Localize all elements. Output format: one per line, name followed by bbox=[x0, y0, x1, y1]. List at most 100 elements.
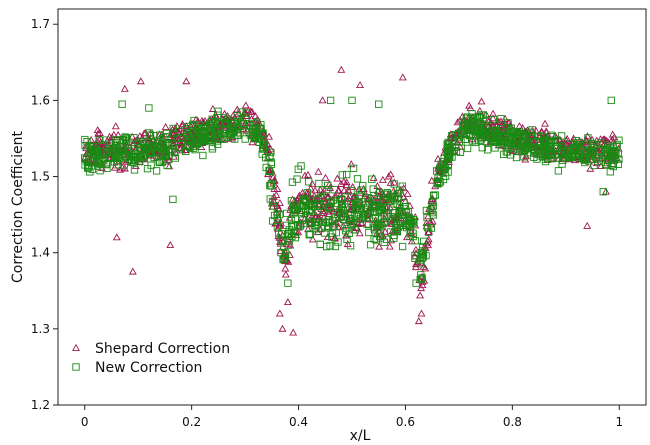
new-point bbox=[162, 151, 171, 159]
new-point bbox=[343, 224, 351, 233]
new-point bbox=[487, 136, 495, 145]
new-point bbox=[343, 170, 351, 179]
new-point bbox=[495, 140, 504, 148]
new-point bbox=[96, 167, 104, 175]
new-point bbox=[376, 234, 385, 242]
new-point bbox=[445, 152, 454, 160]
shepard-point bbox=[272, 219, 281, 226]
new-point bbox=[581, 148, 590, 157]
shepard-point bbox=[403, 189, 412, 197]
new-point bbox=[471, 138, 479, 147]
new-point bbox=[539, 153, 547, 161]
new-point bbox=[352, 206, 360, 214]
new-point bbox=[502, 148, 510, 156]
new-point bbox=[301, 197, 309, 206]
new-point bbox=[268, 197, 277, 206]
new-point bbox=[297, 221, 305, 229]
new-point bbox=[128, 158, 136, 167]
new-point bbox=[314, 218, 323, 226]
new-point bbox=[531, 149, 539, 157]
new-point bbox=[398, 182, 406, 190]
y-tick-label: 1.7 bbox=[31, 17, 50, 31]
shepard-point bbox=[387, 219, 396, 227]
shepard-point bbox=[161, 123, 170, 130]
new-point bbox=[269, 202, 278, 210]
new-point bbox=[497, 115, 505, 123]
shepard-point bbox=[465, 101, 474, 109]
new-point bbox=[222, 118, 230, 127]
shepard-point bbox=[422, 219, 431, 227]
new-point bbox=[590, 161, 598, 170]
new-point bbox=[316, 240, 324, 249]
new-point bbox=[262, 154, 270, 162]
new-point bbox=[431, 191, 439, 199]
new-point bbox=[541, 145, 550, 153]
new-point bbox=[325, 224, 333, 232]
shepard-point bbox=[300, 171, 309, 179]
new-point bbox=[615, 136, 623, 144]
new-point bbox=[375, 201, 383, 209]
shepard-point bbox=[342, 231, 351, 239]
new-point bbox=[259, 129, 267, 137]
new-point bbox=[341, 193, 349, 201]
new-point bbox=[524, 139, 533, 148]
new-point bbox=[370, 191, 378, 200]
new-point bbox=[615, 155, 623, 163]
y-axis-title: Correction Coefficient bbox=[10, 131, 26, 283]
new-point-outlier bbox=[169, 195, 177, 204]
new-point bbox=[332, 214, 340, 222]
shepard-point bbox=[234, 109, 243, 117]
new-point bbox=[289, 221, 297, 229]
new-point bbox=[508, 135, 517, 143]
new-point bbox=[268, 217, 277, 225]
new-point bbox=[441, 172, 450, 180]
new-point bbox=[242, 113, 250, 121]
new-point bbox=[554, 167, 563, 175]
new-point bbox=[97, 147, 106, 156]
new-point bbox=[206, 135, 214, 143]
shepard-point bbox=[356, 188, 365, 196]
shepard-point bbox=[385, 242, 394, 250]
new-point bbox=[432, 167, 441, 175]
new-point bbox=[382, 213, 391, 221]
x-tick-label: 0.2 bbox=[182, 415, 201, 429]
new-point bbox=[181, 126, 189, 135]
new-point bbox=[276, 210, 284, 219]
new-point bbox=[608, 161, 616, 169]
shepard-point-outlier bbox=[356, 81, 364, 89]
new-point bbox=[398, 242, 407, 251]
shepard-point bbox=[347, 160, 356, 168]
new-point bbox=[353, 175, 362, 183]
new-point bbox=[439, 158, 447, 166]
new-point bbox=[417, 260, 425, 268]
new-point bbox=[393, 226, 401, 234]
shepard-point bbox=[424, 228, 433, 236]
new-point bbox=[116, 136, 124, 145]
new-point bbox=[305, 206, 314, 215]
new-point bbox=[255, 138, 263, 146]
new-point bbox=[238, 119, 246, 127]
new-point bbox=[479, 111, 487, 119]
new-point bbox=[298, 216, 306, 224]
new-point bbox=[365, 228, 373, 237]
new-point bbox=[123, 144, 132, 152]
new-point bbox=[324, 181, 332, 190]
new-point bbox=[443, 140, 451, 148]
new-point bbox=[304, 178, 313, 186]
new-point bbox=[467, 117, 475, 125]
new-point bbox=[411, 254, 419, 262]
new-point bbox=[213, 129, 221, 137]
x-tick-label: 1 bbox=[615, 415, 623, 429]
shepard-point bbox=[281, 264, 290, 272]
new-point bbox=[409, 219, 417, 228]
new-point-outlier bbox=[284, 279, 292, 287]
new-point bbox=[285, 225, 293, 234]
series-layer bbox=[80, 65, 623, 336]
new-point bbox=[380, 204, 388, 212]
new-point bbox=[135, 157, 144, 166]
new-point bbox=[138, 137, 146, 146]
new-point-outlier bbox=[118, 100, 126, 108]
shepard-point-outlier bbox=[601, 187, 610, 195]
new-point bbox=[233, 112, 241, 120]
